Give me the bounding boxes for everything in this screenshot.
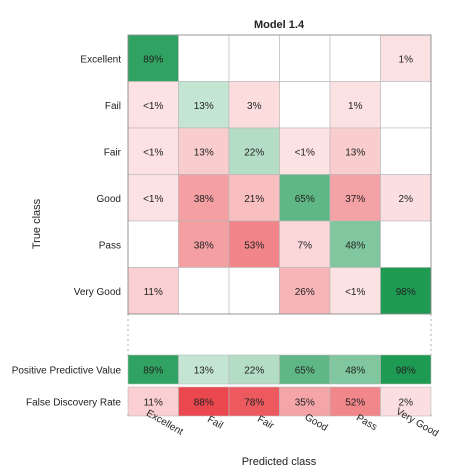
matrix-cell: [329, 81, 381, 129]
summary-row-label: False Discovery Rate: [26, 398, 121, 409]
matrix-cell: [279, 267, 331, 315]
row-tick-label: Pass: [99, 240, 121, 251]
matrix-cell: [380, 220, 432, 268]
matrix-cell: [279, 127, 331, 175]
matrix-cell-label: <1%: [143, 101, 163, 112]
matrix-cell: [329, 34, 381, 82]
matrix-cell-label: 11%: [144, 287, 163, 298]
matrix-cell: [178, 127, 230, 175]
summary-cell-label: 52%: [345, 398, 365, 409]
x-axis-label: Predicted class: [242, 456, 317, 468]
summary-cell-label: 22%: [244, 366, 264, 377]
matrix-cell: [329, 174, 381, 222]
matrix-cell-label: 38%: [194, 240, 214, 251]
matrix-cell: [380, 174, 432, 222]
matrix-cell-label: <1%: [143, 194, 163, 205]
matrix-cells: 89% 1% <1% 13% 3% 1% <1% 13% 22% <1% 13% <1% 38% 21% 6…: [127, 34, 432, 315]
row-tick-label: Very Good: [74, 287, 121, 298]
matrix-cell: [178, 220, 230, 268]
summary-row-labels: Positive Predictive Value False Discovery…: [12, 366, 122, 409]
matrix-cell: [228, 34, 280, 82]
row-tick-label: Excellent: [80, 54, 121, 65]
summary-cell: [228, 354, 280, 385]
summary-cell: [380, 354, 432, 385]
row-tick-label: Good: [97, 194, 121, 205]
matrix-cell: [127, 34, 179, 82]
matrix-cell: [178, 34, 230, 82]
matrix-cell: [178, 174, 230, 222]
col-tick-label: Fail: [205, 414, 224, 432]
matrix-cell: [279, 81, 331, 129]
matrix-cell-label: 89%: [143, 54, 163, 65]
matrix-cell: [228, 220, 280, 268]
matrix-cell-label: 2%: [399, 194, 414, 205]
matrix-cell-label: <1%: [345, 287, 365, 298]
matrix-cell: [380, 81, 432, 129]
matrix-cell-label: 98%: [396, 287, 416, 298]
matrix-cell: [329, 220, 381, 268]
y-axis-label: True class: [31, 198, 43, 249]
summary-cell-label: 13%: [194, 366, 214, 377]
summary-cell: [329, 386, 381, 417]
summary-cell: [380, 386, 432, 417]
matrix-cell: [279, 34, 331, 82]
summary-cell-label: 78%: [244, 398, 264, 409]
chart-title: Model 1.4: [254, 19, 305, 31]
summary-cell: [178, 354, 230, 385]
matrix-cell: [127, 220, 179, 268]
matrix-cell-label: 22%: [244, 147, 264, 158]
summary-cell-label: 98%: [396, 366, 416, 377]
matrix-cell-label: 38%: [194, 194, 214, 205]
matrix-cell: [178, 267, 230, 315]
row-tick-label: Fail: [105, 101, 121, 112]
matrix-cell-label: 13%: [194, 147, 214, 158]
matrix-cell: [279, 220, 331, 268]
matrix-cell-label: 13%: [345, 147, 365, 158]
matrix-cell: [228, 267, 280, 315]
matrix-cell-label: <1%: [143, 147, 163, 158]
matrix-cell-label: 53%: [244, 240, 264, 251]
summary-cell-label: 88%: [194, 398, 214, 409]
matrix-cell: [127, 267, 179, 315]
matrix-cell: [127, 174, 179, 222]
summary-cell-label: 2%: [399, 398, 414, 409]
summary-cell: [228, 386, 280, 417]
matrix-cell-label: 48%: [345, 240, 365, 251]
matrix-cell-label: 3%: [247, 101, 262, 112]
summary-cell: [279, 386, 331, 417]
matrix-cell-label: 26%: [295, 287, 315, 298]
matrix-cell-label: 13%: [194, 101, 214, 112]
summary-cell-label: 48%: [345, 366, 365, 377]
matrix-cell: [380, 267, 432, 315]
summary-row-label: Positive Predictive Value: [12, 366, 122, 377]
col-tick-label: Fair: [255, 414, 276, 432]
matrix-frame: [127, 34, 432, 416]
matrix-cell: [380, 34, 432, 82]
matrix-cell-label: <1%: [295, 147, 315, 158]
matrix-cell: [178, 81, 230, 129]
matrix-cell-label: 21%: [244, 194, 264, 205]
matrix-cell: [228, 174, 280, 222]
summary-cell-label: 65%: [295, 366, 315, 377]
matrix-cell-label: 37%: [345, 194, 365, 205]
matrix-cell-label: 1%: [399, 54, 414, 65]
summary-cell-label: 89%: [143, 366, 163, 377]
matrix-border: [127, 34, 432, 315]
row-tick-label: Fair: [104, 147, 122, 158]
summary-cells: 89% 13% 22% 65% 48% 98% 11% 88% 78% 35% 52% 2%: [127, 354, 432, 417]
row-tick-labels: Excellent Fail Fair Good Pass Very Good: [74, 54, 122, 298]
summary-cell: [279, 354, 331, 385]
matrix-cell-label: 1%: [348, 101, 363, 112]
summary-cell-label: 11%: [144, 398, 163, 409]
matrix-cell-label: 7%: [298, 240, 313, 251]
matrix-cell: [228, 81, 280, 129]
matrix-cell: [127, 81, 179, 129]
matrix-cell: [380, 127, 432, 175]
matrix-cell-label: 65%: [295, 194, 315, 205]
summary-cell-label: 35%: [295, 398, 315, 409]
